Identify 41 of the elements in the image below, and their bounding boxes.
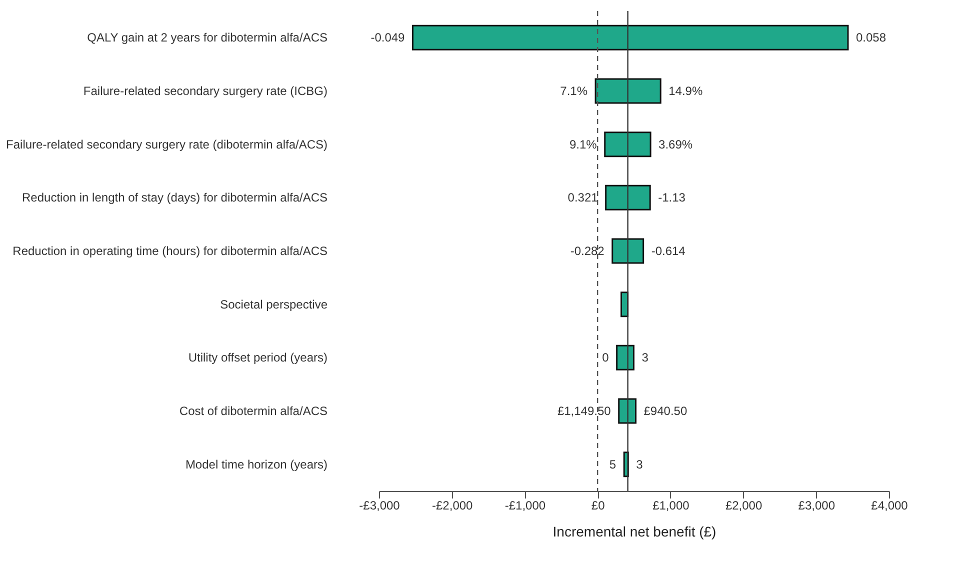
annotation: -0.049 [370,30,406,45]
annotation: 5 [609,457,616,472]
y-tick-label: Reduction in length of stay (days) for dibotermin alfa/ACS [22,190,328,205]
annotation: 14.9% [668,84,703,98]
x-tick-label: £3,000 [798,498,836,512]
y-tick-label: Cost of dibotermin alfa/ACS [179,404,328,418]
y-tick-label: QALY gain at 2 years for dibotermin alfa/ACS [87,30,328,45]
bar [616,344,634,370]
bar [618,398,636,424]
annotation: £940.50 [644,404,688,418]
x-tick-label: £2,000 [725,498,762,512]
x-tick-label: -£3,000 [359,498,400,512]
bar [604,132,652,158]
bar [605,184,651,210]
y-tick-label: Reduction in operating time (hours) for dibotermin alfa/ACS [12,244,328,258]
x-tick-label: £4,000 [871,498,908,512]
annotation: 0.321 [568,190,598,205]
x-tick-label: -£1,000 [504,498,546,512]
bar [612,238,644,264]
y-tick-label: Failure-related secondary surgery rate (ICBG) [83,84,328,98]
annotation: 0 [602,350,610,365]
annotation: £1,149.50 [557,404,612,418]
annotation: 9.1% [570,137,598,152]
annotation: 3 [636,457,644,472]
bar [594,78,662,104]
y-tick-label: Utility offset period (years) [188,350,328,365]
bar [412,24,849,50]
x-tick-label: £1,000 [652,498,690,512]
annotation: 0.058 [856,30,886,45]
annotation: -0.282 [570,244,605,258]
x-tick-label: -£2,000 [432,498,474,512]
y-tick-label: Model time horizon (years) [185,457,328,472]
x-tick-label: £0 [591,498,606,512]
annotation: 3.69% [658,137,693,152]
y-tick-label: Failure-related secondary surgery rate (dibotermin alfa/ACS) [6,137,328,152]
annotation: 3 [642,350,649,365]
annotation: 7.1% [560,84,588,98]
annotation: -1.13 [658,190,686,205]
x-axis-title: Incremental net benefit (£) [552,524,716,540]
annotation: -0.614 [651,244,686,258]
y-tick-label: Societal perspective [220,297,328,312]
